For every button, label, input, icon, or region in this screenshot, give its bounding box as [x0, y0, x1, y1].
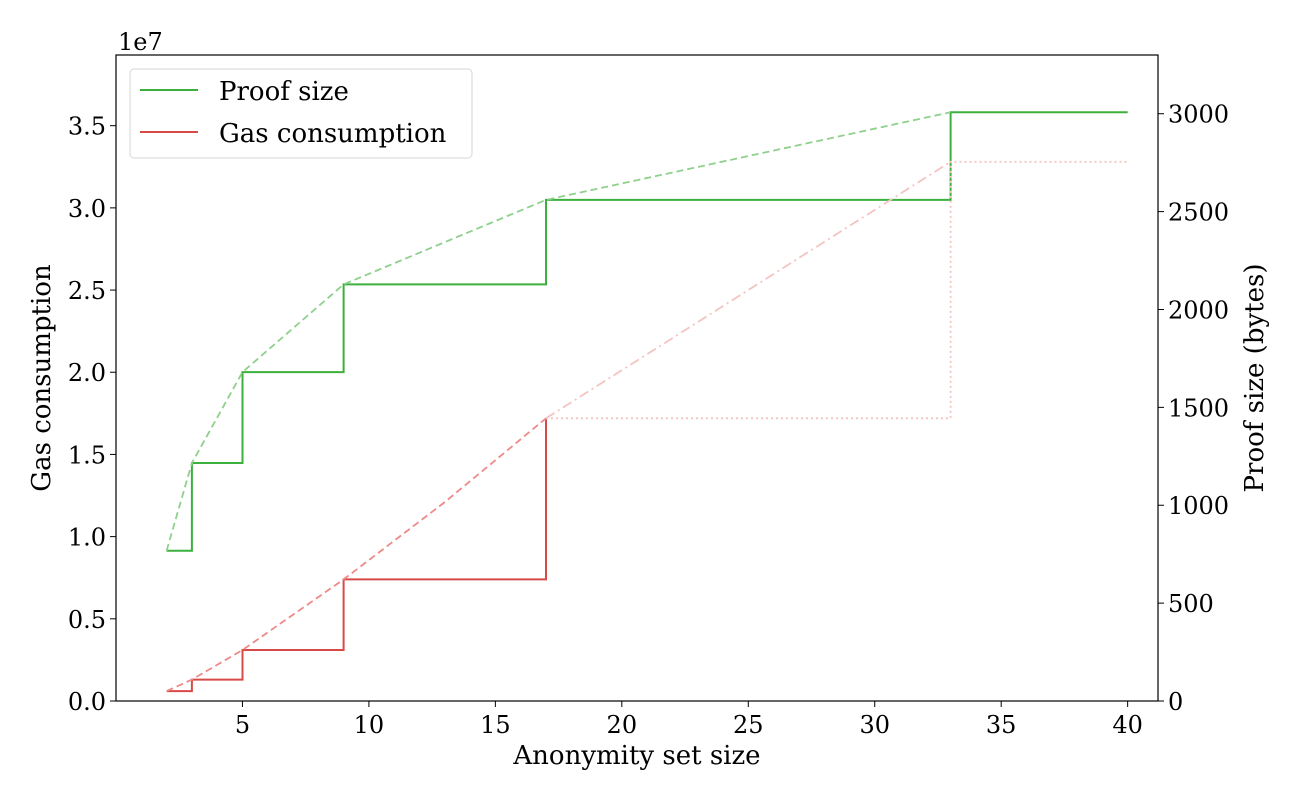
y-axis-label: Gas consumption [27, 264, 57, 492]
y-tick-label: 1.5 [68, 441, 106, 469]
y-tick-label: 2.5 [68, 277, 106, 305]
y2-tick-label: 2000 [1168, 296, 1229, 324]
legend-label-gas-consumption: Gas consumption [219, 119, 447, 149]
y-tick-label: 2.0 [68, 359, 106, 387]
gas-consumption-trend-line [166, 417, 547, 692]
proof-size-trend-line [165, 111, 951, 551]
plot-frame [115, 54, 1159, 702]
y-tick-label: 1.0 [68, 524, 106, 552]
y2-tick-label: 1500 [1168, 394, 1229, 422]
x-tick-label: 40 [1112, 711, 1143, 739]
x-tick-label: 15 [480, 711, 511, 739]
x-tick-label: 5 [235, 711, 250, 739]
legend: Proof size Gas consumption [129, 68, 473, 159]
x-tick-label: 20 [607, 711, 638, 739]
x-tick-label: 30 [859, 711, 890, 739]
y2-axis-ticks: 0 500 1000 1500 2000 2500 3000 [1158, 101, 1229, 716]
y-tick-label: 3.5 [68, 113, 106, 141]
y-tick-label: 0.5 [68, 606, 106, 634]
proof-size-step-line [166, 111, 1128, 552]
y-tick-label: 3.0 [68, 195, 106, 223]
y-tick-label: 0.0 [68, 688, 106, 716]
y2-tick-label: 2500 [1168, 199, 1229, 227]
x-axis-ticks: 5 10 15 20 25 30 35 40 [235, 701, 1143, 739]
gas-consumption-step-line [166, 418, 547, 693]
y-offset-label: 1e7 [118, 28, 163, 56]
y2-tick-label: 1000 [1168, 492, 1229, 520]
series-layer [165, 111, 1128, 693]
legend-frame [129, 68, 473, 159]
y2-axis-label: Proof size (bytes) [1240, 264, 1270, 493]
y-axis-ticks: 0.0 0.5 1.0 1.5 2.0 2.5 3.0 3.5 [68, 113, 116, 716]
y2-tick-label: 500 [1168, 590, 1214, 618]
y2-tick-label: 3000 [1168, 101, 1229, 129]
x-tick-label: 25 [733, 711, 764, 739]
x-axis-label: Anonymity set size [512, 741, 760, 771]
legend-label-proof-size: Proof size [219, 77, 349, 107]
x-tick-label: 35 [986, 711, 1017, 739]
y2-tick-label: 0 [1168, 688, 1183, 716]
x-tick-label: 10 [354, 711, 385, 739]
